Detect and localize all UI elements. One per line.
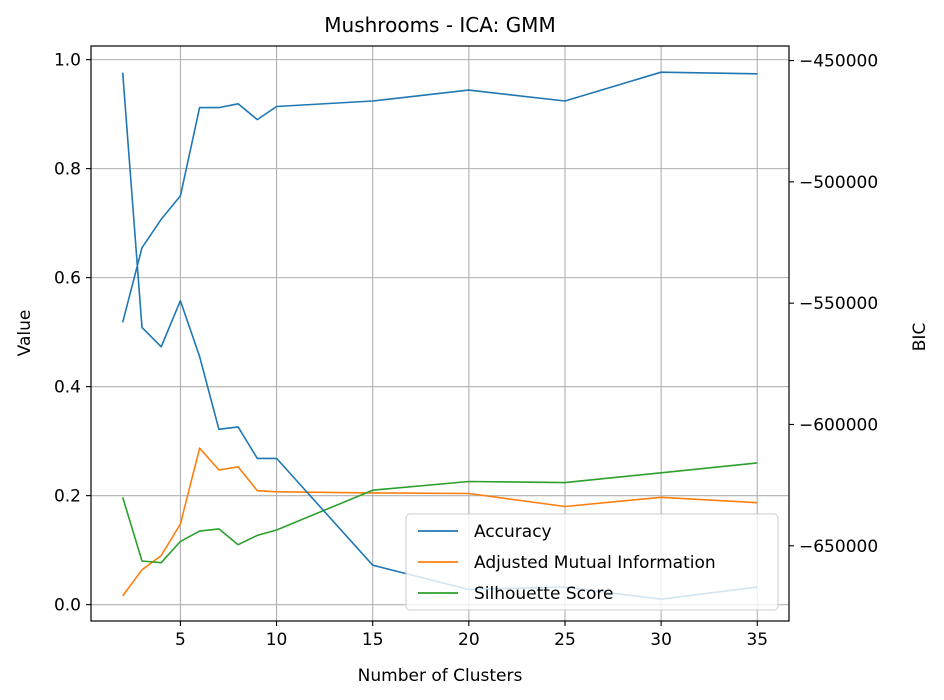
axes-frame (90, 45, 790, 622)
y2-tick-label: −550000 (799, 294, 878, 314)
x-axis-label: Number of Clusters (358, 666, 523, 686)
x-tick-label: 5 (175, 630, 186, 650)
x-tick-label: 20 (458, 630, 480, 650)
legend-label: Adjusted Mutual Information (474, 553, 716, 573)
series-line-silhouette-score (121, 462, 758, 564)
x-tick-label: 15 (362, 630, 384, 650)
axis-ticks: 5 10 15 20 25 30 35 0.0 0.2 0.4 0.6 0.8 1.0 −450000 −5… (54, 51, 878, 650)
y-tick-label: 0.4 (54, 378, 81, 398)
legend-box (405, 513, 779, 611)
series-line-adjusted-mutual-information (122, 447, 758, 597)
x-tick-label: 30 (650, 630, 672, 650)
x-tick-label: 25 (554, 630, 576, 650)
y-tick-label: 0.8 (54, 160, 81, 180)
y-tick-label: 1.0 (54, 51, 81, 71)
y2-tick-label: −650000 (799, 537, 878, 557)
gridlines (91, 46, 789, 621)
y2-tick-label: −500000 (799, 173, 878, 193)
legend-label: Accuracy (474, 522, 552, 542)
y-axis-label: Value (15, 310, 35, 357)
x-tick-label: 10 (266, 630, 288, 650)
y2-tick-label: −600000 (799, 415, 878, 435)
chart-title: Mushrooms - ICA: GMM (324, 13, 555, 37)
legend-label: Silhouette Score (474, 584, 613, 604)
y2-axis-label: BIC (910, 323, 930, 352)
y-tick-label: 0.6 (54, 269, 81, 289)
y2-tick-label: −450000 (799, 52, 878, 72)
y-tick-label: 0.2 (54, 487, 81, 507)
series-line-accuracy (121, 71, 758, 323)
y-tick-label: 0.0 (54, 596, 81, 616)
x-tick-label: 35 (746, 630, 768, 650)
legend: Accuracy Adjusted Mutual Information Silho… (405, 513, 779, 611)
